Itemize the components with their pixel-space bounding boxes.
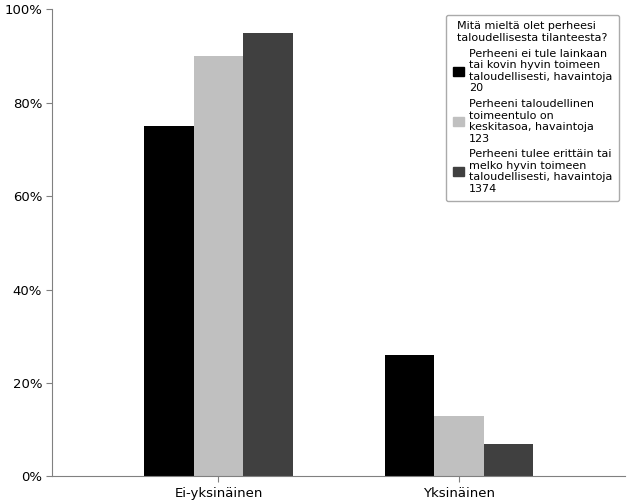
Bar — [243, 33, 292, 476]
Legend: Perheeni ei tule lainkaan
tai kovin hyvin toimeen
taloudellisesti, havaintoja
20: Perheeni ei tule lainkaan tai kovin hyvi… — [446, 15, 620, 201]
Bar — [144, 126, 194, 476]
Bar — [194, 56, 243, 476]
Bar — [384, 355, 434, 476]
Bar — [484, 444, 533, 476]
Bar — [434, 416, 484, 476]
